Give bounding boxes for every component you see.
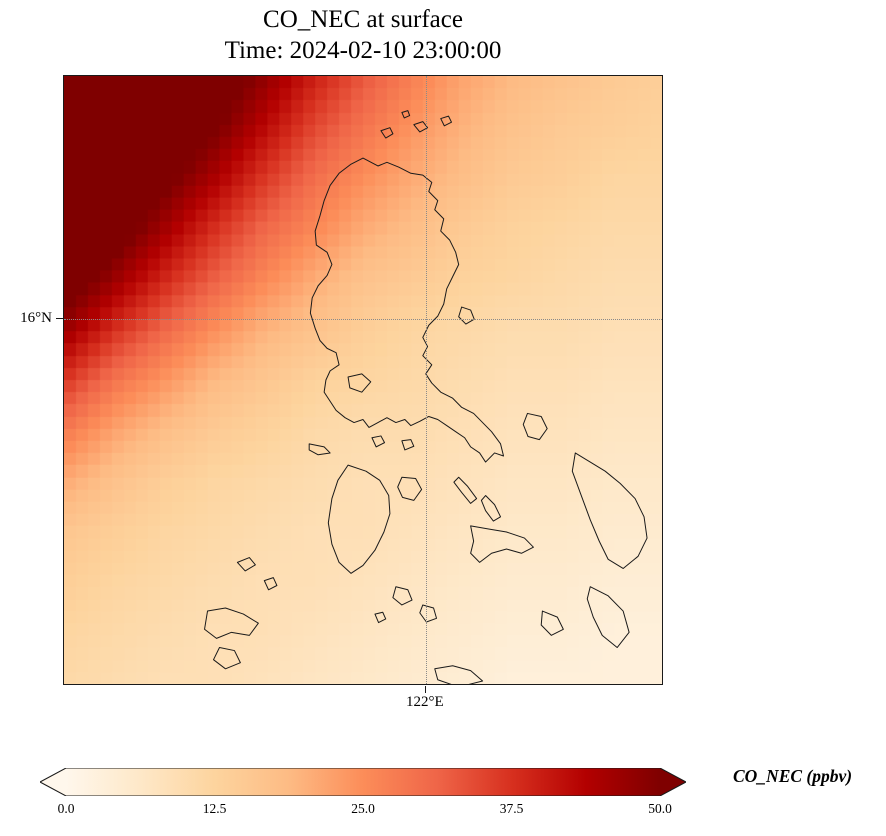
coastline-path xyxy=(398,477,422,500)
y-tick-label: 16°N xyxy=(20,309,52,326)
chart-title-block: CO_NEC at surface Time: 2024-02-10 23:00… xyxy=(63,4,663,66)
coastline-path xyxy=(375,612,386,622)
x-tick-mark xyxy=(424,686,426,693)
coastline-path xyxy=(381,128,393,138)
coastline-path xyxy=(402,440,414,450)
coastline-path xyxy=(481,496,500,522)
colorbar-gradient-bar xyxy=(40,768,686,796)
coastline-path xyxy=(414,122,428,132)
coastline-path xyxy=(454,477,477,503)
gridline-16n xyxy=(64,318,662,320)
coastline-path xyxy=(393,587,412,605)
gridline-122e xyxy=(425,76,427,684)
coastline-path xyxy=(264,578,277,590)
coastline-path xyxy=(541,611,563,635)
coastline-path xyxy=(459,307,475,324)
colorbar-under-arrow xyxy=(40,768,66,796)
coastline-path xyxy=(372,436,385,447)
coastline-path xyxy=(471,526,534,562)
chart-title: CO_NEC at surface xyxy=(263,6,463,33)
coastline-path xyxy=(523,413,547,439)
coastline-path xyxy=(420,605,437,622)
colorbar xyxy=(40,768,686,796)
colorbar-tick-label: 37.5 xyxy=(499,801,524,816)
colorbar-tick-labels: 0.0 12.5 25.0 37.5 50.0 xyxy=(40,801,686,819)
colorbar-body xyxy=(66,768,660,796)
coastline-path xyxy=(572,453,647,569)
heatmap-canvas xyxy=(64,76,662,684)
y-tick-mark xyxy=(56,317,63,319)
coastline-path xyxy=(587,587,629,648)
colorbar-tick-label: 0.0 xyxy=(57,801,75,816)
coastline-path xyxy=(310,158,503,462)
coastline-path xyxy=(435,666,483,684)
coastline-overlay xyxy=(64,76,662,684)
colorbar-label: CO_NEC (ppbv) xyxy=(733,766,853,786)
coastline-path xyxy=(205,608,259,638)
colorbar-over-arrow xyxy=(660,768,686,796)
coastline-path xyxy=(348,374,371,392)
colorbar-tick-label: 50.0 xyxy=(648,801,672,816)
coastline-path xyxy=(402,111,410,118)
coastline-path xyxy=(441,116,452,126)
x-tick-label: 122°E xyxy=(405,694,444,710)
colorbar-tick-label: 12.5 xyxy=(202,801,227,816)
colorbar-tick-label: 25.0 xyxy=(351,801,375,816)
plot-area xyxy=(63,75,663,685)
coastline-path xyxy=(214,648,241,669)
chart-subtitle: Time: 2024-02-10 23:00:00 xyxy=(224,37,502,64)
coastline-path xyxy=(237,558,255,571)
coastline-path xyxy=(309,444,330,455)
coastline-path xyxy=(328,465,390,573)
